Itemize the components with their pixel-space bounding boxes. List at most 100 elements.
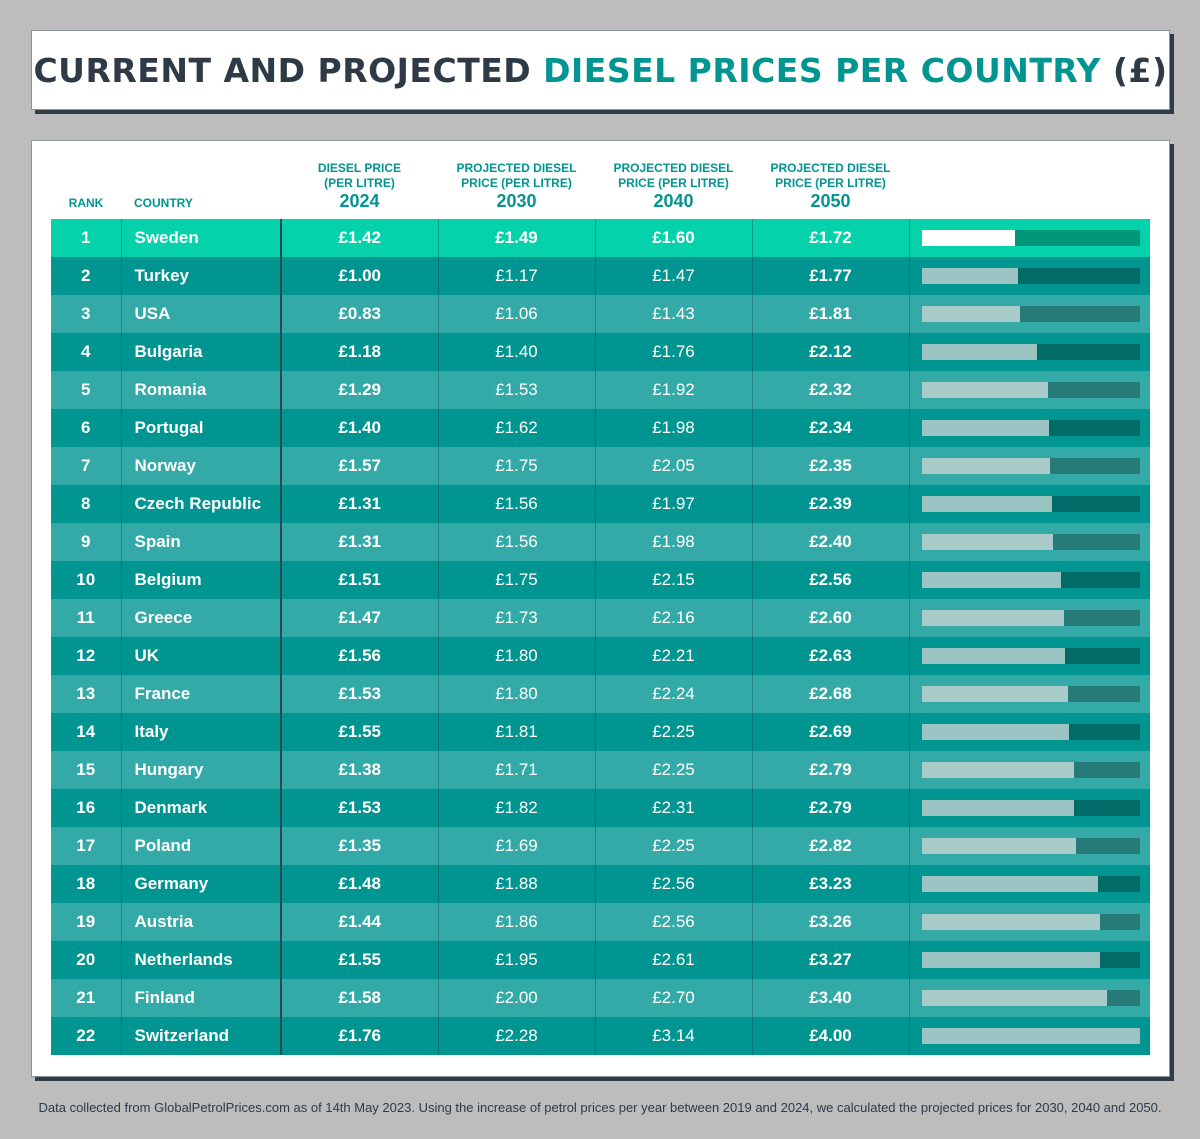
price-2050-cell: £2.68 (751, 675, 909, 713)
price-2030-cell: £1.80 (437, 675, 595, 713)
price-2024-cell: £1.35 (280, 827, 438, 865)
table-row: 12 UK £1.56 £1.80 £2.21 £2.63 (51, 637, 1150, 675)
price-2050-cell: £2.63 (751, 637, 909, 675)
country-cell: Denmark (120, 789, 281, 827)
header-label: RANK (68, 196, 104, 210)
column-header-2030: PROJECTED DIESEL PRICE (PER LITRE) 2030 (438, 141, 595, 219)
header-label: DIESEL PRICE (317, 161, 402, 175)
price-bar (921, 496, 1140, 512)
price-2024-cell: £1.76 (280, 1017, 438, 1055)
price-2024-cell: £1.51 (280, 561, 438, 599)
table-row: 15 Hungary £1.38 £1.71 £2.25 £2.79 (51, 751, 1150, 789)
price-2040-cell: £2.21 (594, 637, 752, 675)
price-bar (921, 914, 1140, 930)
table-panel: RANK COUNTRY DIESEL PRICE (PER LITRE) 2024 PR… (31, 140, 1170, 1077)
column-header-2050: PROJECTED DIESEL PRICE (PER LITRE) 2050 (752, 141, 909, 219)
bar-cell (908, 637, 1150, 675)
price-bar-track (1074, 800, 1140, 816)
rank-cell: 1 (51, 219, 121, 257)
price-bar (921, 724, 1140, 740)
price-bar-fill (921, 724, 1069, 740)
price-2050-cell: £3.26 (751, 903, 909, 941)
header-year: 2050 (810, 191, 851, 211)
price-bar-fill (921, 534, 1053, 550)
price-bar-track (1048, 382, 1140, 398)
rank-cell: 10 (51, 561, 121, 599)
price-2024-cell: £1.55 (280, 941, 438, 979)
page-title: CURRENT AND PROJECTED DIESEL PRICES PER … (33, 51, 1167, 90)
table-row: 22 Switzerland £1.76 £2.28 £3.14 £4.00 (51, 1017, 1150, 1055)
price-bar-fill (921, 648, 1066, 664)
price-bar-track (1037, 344, 1140, 360)
price-2030-cell: £2.28 (437, 1017, 595, 1055)
bar-cell (908, 523, 1150, 561)
price-bar (921, 762, 1140, 778)
country-cell: France (120, 675, 281, 713)
price-bar (921, 230, 1140, 246)
price-bar-fill (921, 1028, 1140, 1044)
price-bar (921, 838, 1140, 854)
price-2050-cell: £4.00 (751, 1017, 909, 1055)
price-2050-cell: £1.77 (751, 257, 909, 295)
price-bar (921, 990, 1140, 1006)
table-row: 4 Bulgaria £1.18 £1.40 £1.76 £2.12 (51, 333, 1150, 371)
price-2050-cell: £2.40 (751, 523, 909, 561)
price-bar-track (1052, 496, 1140, 512)
price-bar (921, 458, 1140, 474)
price-bar (921, 306, 1140, 322)
bar-cell (908, 447, 1150, 485)
country-cell: Bulgaria (120, 333, 281, 371)
price-2050-cell: £2.34 (751, 409, 909, 447)
price-bar-track (1049, 458, 1140, 474)
header-label-2: PRICE (PER LITRE) (461, 176, 572, 190)
table-row: 14 Italy £1.55 £1.81 £2.25 £2.69 (51, 713, 1150, 751)
table-row: 9 Spain £1.31 £1.56 £1.98 £2.40 (51, 523, 1150, 561)
rank-cell: 3 (51, 295, 121, 333)
table-row: 21 Finland £1.58 £2.00 £2.70 £3.40 (51, 979, 1150, 1017)
rank-cell: 9 (51, 523, 121, 561)
price-2030-cell: £1.95 (437, 941, 595, 979)
price-bar-fill (921, 990, 1108, 1006)
price-2024-cell: £1.29 (280, 371, 438, 409)
header-label: COUNTRY (134, 196, 193, 210)
rank-cell: 7 (51, 447, 121, 485)
price-2050-cell: £2.79 (751, 751, 909, 789)
header-label: PROJECTED DIESEL (456, 161, 577, 175)
price-2024-cell: £1.00 (280, 257, 438, 295)
rank-cell: 5 (51, 371, 121, 409)
price-bar-fill (921, 268, 1019, 284)
price-2024-cell: £1.18 (280, 333, 438, 371)
header-label: PROJECTED DIESEL (613, 161, 734, 175)
price-2050-cell: £3.27 (751, 941, 909, 979)
price-bar (921, 344, 1140, 360)
bar-cell (908, 485, 1150, 523)
price-bar (921, 610, 1140, 626)
price-2040-cell: £1.98 (594, 409, 752, 447)
bar-cell (908, 941, 1150, 979)
price-bar (921, 876, 1140, 892)
table-row: 20 Netherlands £1.55 £1.95 £2.61 £3.27 (51, 941, 1150, 979)
price-2050-cell: £2.79 (751, 789, 909, 827)
price-bar-fill (921, 952, 1101, 968)
title-part-1: CURRENT AND PROJECTED (33, 50, 544, 90)
bar-cell (908, 561, 1150, 599)
column-header-rank: RANK (51, 141, 121, 219)
rank-cell: 4 (51, 333, 121, 371)
price-bar-track (1020, 306, 1140, 322)
price-bar-track (1049, 420, 1140, 436)
column-header-2040: PROJECTED DIESEL PRICE (PER LITRE) 2040 (595, 141, 752, 219)
header-row: RANK COUNTRY DIESEL PRICE (PER LITRE) 2024 PR… (51, 141, 1150, 219)
price-2050-cell: £2.32 (751, 371, 909, 409)
price-2030-cell: £1.75 (437, 561, 595, 599)
price-2024-cell: £1.55 (280, 713, 438, 751)
price-bar-track (1099, 914, 1140, 930)
table-row: 10 Belgium £1.51 £1.75 £2.15 £2.56 (51, 561, 1150, 599)
rank-cell: 13 (51, 675, 121, 713)
table-row: 6 Portugal £1.40 £1.62 £1.98 £2.34 (51, 409, 1150, 447)
price-bar-fill (921, 838, 1076, 854)
bar-cell (908, 257, 1150, 295)
price-2040-cell: £2.24 (594, 675, 752, 713)
price-bar-fill (921, 800, 1074, 816)
price-bar-fill (921, 686, 1068, 702)
bar-cell (908, 599, 1150, 637)
